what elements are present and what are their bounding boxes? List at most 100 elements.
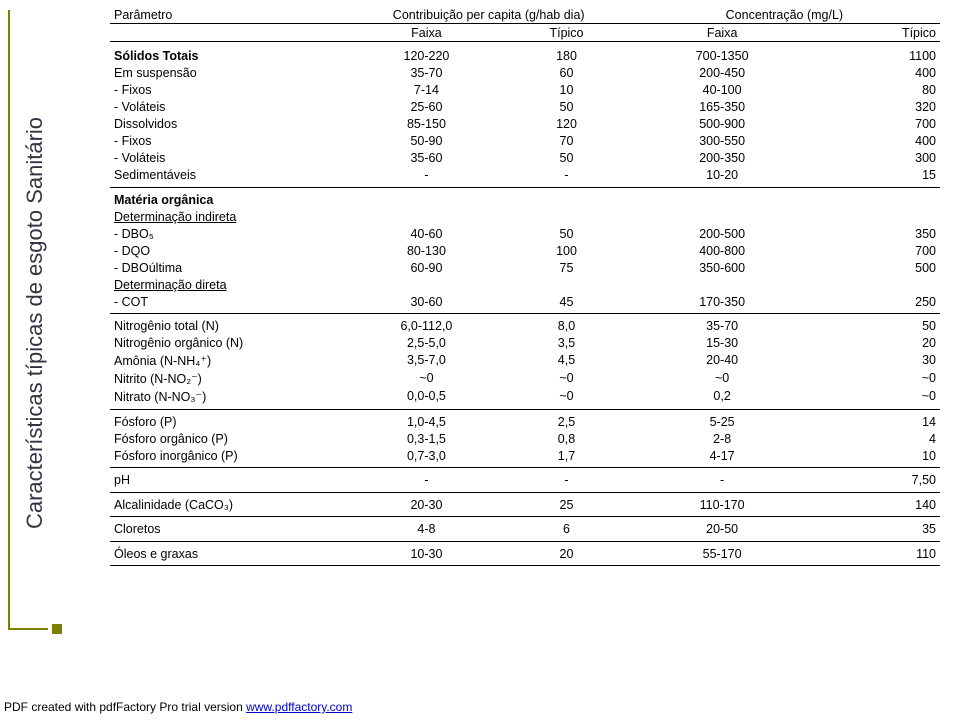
cell-tip1: 180	[504, 48, 629, 65]
cell-faixa2: 2-8	[629, 430, 816, 447]
cell-faixa2: 110-170	[629, 496, 816, 513]
table-row: - Voláteis35-6050200-350300	[110, 150, 940, 167]
cell-tip2: 50	[816, 318, 941, 335]
cell-tip1: 70	[504, 133, 629, 150]
cell-faixa1: ~0	[349, 370, 505, 388]
cell-tip2: 400	[816, 133, 941, 150]
cell-param: - Fixos	[110, 133, 349, 150]
cell-faixa2	[629, 276, 816, 293]
cell-param: Amônia (N-NH₄⁺)	[110, 352, 349, 370]
cell-faixa2: 20-40	[629, 352, 816, 370]
cell-tip1: 45	[504, 293, 629, 310]
cell-tip2: 700	[816, 116, 941, 133]
cell-tip1: 20	[504, 545, 629, 562]
cell-tip1: 75	[504, 259, 629, 276]
side-title: Características típicas de esgoto Sanitá…	[22, 13, 48, 633]
cell-faixa1: 2,5-5,0	[349, 335, 505, 352]
cell-faixa1: -	[349, 472, 505, 489]
cell-tip1: 50	[504, 150, 629, 167]
cell-tip2: ~0	[816, 370, 941, 388]
cell-param: - DQO	[110, 242, 349, 259]
cell-faixa2	[629, 191, 816, 208]
cell-tip2: 110	[816, 545, 941, 562]
cell-faixa1: 20-30	[349, 496, 505, 513]
cell-tip1: 60	[504, 65, 629, 82]
cell-tip1: 50	[504, 99, 629, 116]
cell-faixa1: 120-220	[349, 48, 505, 65]
cell-param: Determinação indireta	[110, 208, 349, 225]
cell-param: Nitrato (N-NO₃⁻)	[110, 388, 349, 406]
cell-tip1: 25	[504, 496, 629, 513]
footer-link[interactable]: www.pdffactory.com	[246, 700, 352, 714]
cell-tip2: 10	[816, 447, 941, 464]
cell-tip1: ~0	[504, 388, 629, 406]
cell-faixa1: 25-60	[349, 99, 505, 116]
table-row: - DBOúltima60-9075350-600500	[110, 259, 940, 276]
cell-tip2: 700	[816, 242, 941, 259]
cell-faixa1: 35-60	[349, 150, 505, 167]
cell-tip2: 7,50	[816, 472, 941, 489]
cell-tip2: 300	[816, 150, 941, 167]
cell-faixa2: 400-800	[629, 242, 816, 259]
cell-faixa2: ~0	[629, 370, 816, 388]
cell-param: Determinação direta	[110, 276, 349, 293]
cell-param: Óleos e graxas	[110, 545, 349, 562]
cell-faixa1: 85-150	[349, 116, 505, 133]
cell-faixa1: 4-8	[349, 521, 505, 538]
cell-tip2	[816, 276, 941, 293]
cell-faixa2	[629, 208, 816, 225]
cell-param: Nitrogênio total (N)	[110, 318, 349, 335]
cell-param: Sólidos Totais	[110, 48, 349, 65]
table-row: Sedimentáveis--10-2015	[110, 167, 940, 184]
table-row: pH---7,50	[110, 472, 940, 489]
cell-tip1: -	[504, 167, 629, 184]
cell-faixa2: 700-1350	[629, 48, 816, 65]
cell-faixa2: 170-350	[629, 293, 816, 310]
cell-param: Nitrogênio orgânico (N)	[110, 335, 349, 352]
cell-param: - DBOúltima	[110, 259, 349, 276]
cell-faixa1: -	[349, 167, 505, 184]
cell-faixa2: 500-900	[629, 116, 816, 133]
cell-tip1: 4,5	[504, 352, 629, 370]
cell-tip2: 320	[816, 99, 941, 116]
cell-faixa1: 10-30	[349, 545, 505, 562]
cell-faixa2: 40-100	[629, 82, 816, 99]
hdr-tip2: Típico	[816, 24, 941, 42]
table-row: Fósforo orgânico (P)0,3-1,50,82-84	[110, 430, 940, 447]
cell-faixa2: -	[629, 472, 816, 489]
table-row: Nitrito (N-NO₂⁻)~0~0~0~0	[110, 370, 940, 388]
table-row: Determinação direta	[110, 276, 940, 293]
table-row: Determinação indireta	[110, 208, 940, 225]
cell-param: - Voláteis	[110, 99, 349, 116]
cell-param: - DBO₅	[110, 225, 349, 242]
cell-faixa1: 7-14	[349, 82, 505, 99]
table-row: Nitrogênio orgânico (N)2,5-5,03,515-3020	[110, 335, 940, 352]
cell-faixa1	[349, 208, 505, 225]
table-row: Nitrogênio total (N)6,0-112,08,035-7050	[110, 318, 940, 335]
table-row: Matéria orgânica	[110, 191, 940, 208]
cell-param: Nitrito (N-NO₂⁻)	[110, 370, 349, 388]
cell-param: Dissolvidos	[110, 116, 349, 133]
table-row: Em suspensão35-7060200-450400	[110, 65, 940, 82]
cell-faixa1: 40-60	[349, 225, 505, 242]
cell-param: Fósforo inorgânico (P)	[110, 447, 349, 464]
cell-param: Sedimentáveis	[110, 167, 349, 184]
cell-tip1	[504, 191, 629, 208]
table-row: - Fixos50-9070300-550400	[110, 133, 940, 150]
cell-tip1: 6	[504, 521, 629, 538]
cell-faixa2: 200-450	[629, 65, 816, 82]
cell-faixa2: 15-30	[629, 335, 816, 352]
cell-tip1: 0,8	[504, 430, 629, 447]
table-row: Alcalinidade (CaCO₃)20-3025110-170140	[110, 496, 940, 513]
table-row: Cloretos4-8620-5035	[110, 521, 940, 538]
hdr-tip1: Típico	[504, 24, 629, 42]
cell-tip2: 15	[816, 167, 941, 184]
cell-faixa2: 350-600	[629, 259, 816, 276]
cell-faixa1: 0,0-0,5	[349, 388, 505, 406]
cell-tip2	[816, 208, 941, 225]
cell-faixa1: 30-60	[349, 293, 505, 310]
cell-faixa2: 200-500	[629, 225, 816, 242]
cell-param: Em suspensão	[110, 65, 349, 82]
cell-tip2: ~0	[816, 388, 941, 406]
side-title-frame: Características típicas de esgoto Sanitá…	[8, 10, 48, 630]
